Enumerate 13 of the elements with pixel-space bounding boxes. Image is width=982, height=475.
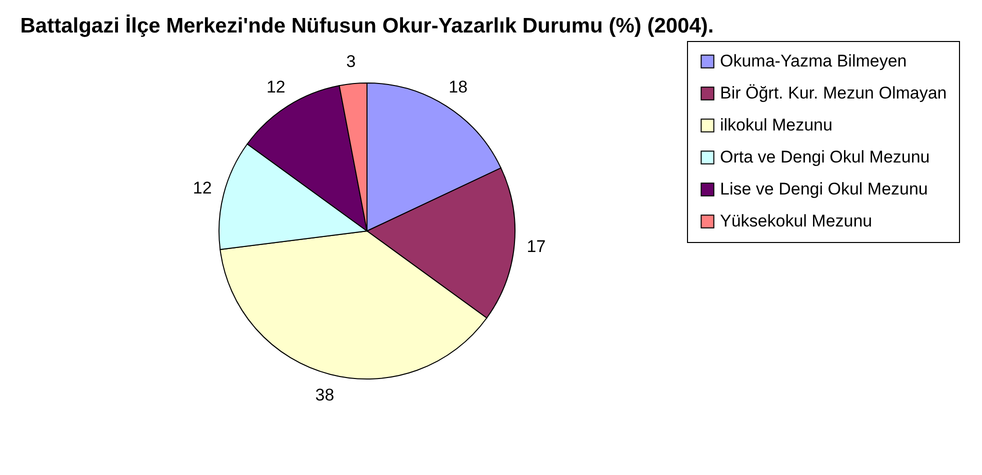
data-label: 3	[346, 52, 356, 71]
legend-label: ilkokul Mezunu	[720, 116, 832, 134]
chart-title: Battalgazi İlçe Merkezi'nde Nüfusun Okur-Yazarlık Durumu (%) (2004).	[20, 14, 714, 38]
data-label: 12	[266, 77, 286, 96]
legend-label: Bir Öğrt. Kur. Mezun Olmayan	[720, 84, 947, 102]
legend-label: Lise ve Dengi Okul Mezunu	[720, 180, 928, 198]
data-label: 12	[192, 178, 212, 198]
data-label: 18	[448, 77, 468, 96]
legend-label: Okuma-Yazma Bilmeyen	[720, 52, 907, 70]
legend-label: Orta ve Dengi Okul Mezunu	[720, 148, 930, 166]
data-label: 38	[315, 386, 334, 405]
legend-label: Yüksekokul Mezunu	[720, 212, 872, 230]
data-label: 17	[526, 237, 546, 256]
